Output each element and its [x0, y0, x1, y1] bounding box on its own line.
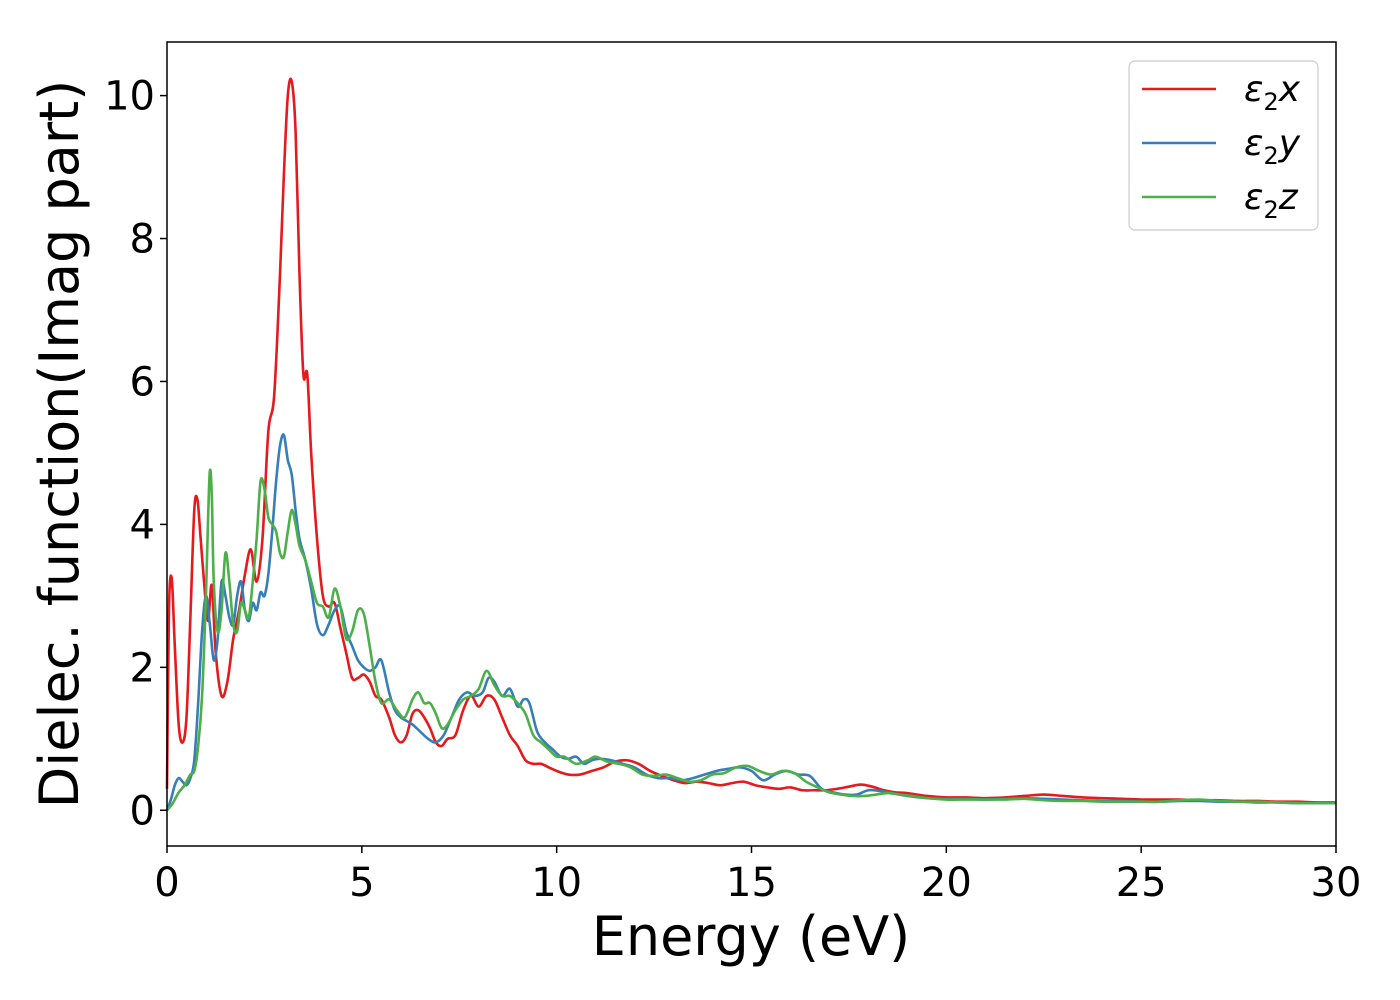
y-tick-label: 0	[130, 788, 155, 834]
series-layer	[165, 77, 1337, 812]
x-tick-label: 30	[1311, 860, 1362, 906]
x-tick-label: 10	[531, 860, 582, 906]
legend: ε2x ε2y ε2z	[1128, 60, 1319, 231]
y-tick-label: 2	[130, 645, 155, 691]
x-tick-label: 20	[921, 860, 972, 906]
legend-item-y: ε2y	[1142, 123, 1301, 170]
x-tick-label: 15	[726, 860, 777, 906]
legend-box	[1128, 60, 1319, 231]
x-tick-label: 0	[154, 860, 179, 906]
x-tick-label: 25	[1116, 860, 1167, 906]
legend-item-z: ε2z	[1142, 177, 1299, 224]
y-tick-label: 10	[104, 74, 155, 120]
y-tick-label: 8	[130, 217, 155, 263]
legend-label: ε2y	[1244, 123, 1301, 170]
legend-label: ε2x	[1244, 69, 1301, 116]
x-axis-ticks: 0 5 10 15 20 25 30	[154, 846, 1361, 906]
legend-items: ε2x ε2y ε2z	[1142, 69, 1301, 224]
y-tick-label: 6	[130, 359, 155, 405]
series-line-z	[165, 468, 1336, 812]
y-axis-title: Dielec. function(Imag part)	[28, 80, 91, 809]
legend-item-x: ε2x	[1142, 69, 1301, 116]
x-axis-title: Energy (eV)	[592, 905, 911, 968]
legend-label: ε2z	[1244, 177, 1299, 224]
y-tick-label: 4	[130, 502, 155, 548]
x-tick-label: 5	[349, 860, 374, 906]
y-axis-ticks: 0 2 4 6 8 10	[104, 74, 167, 834]
